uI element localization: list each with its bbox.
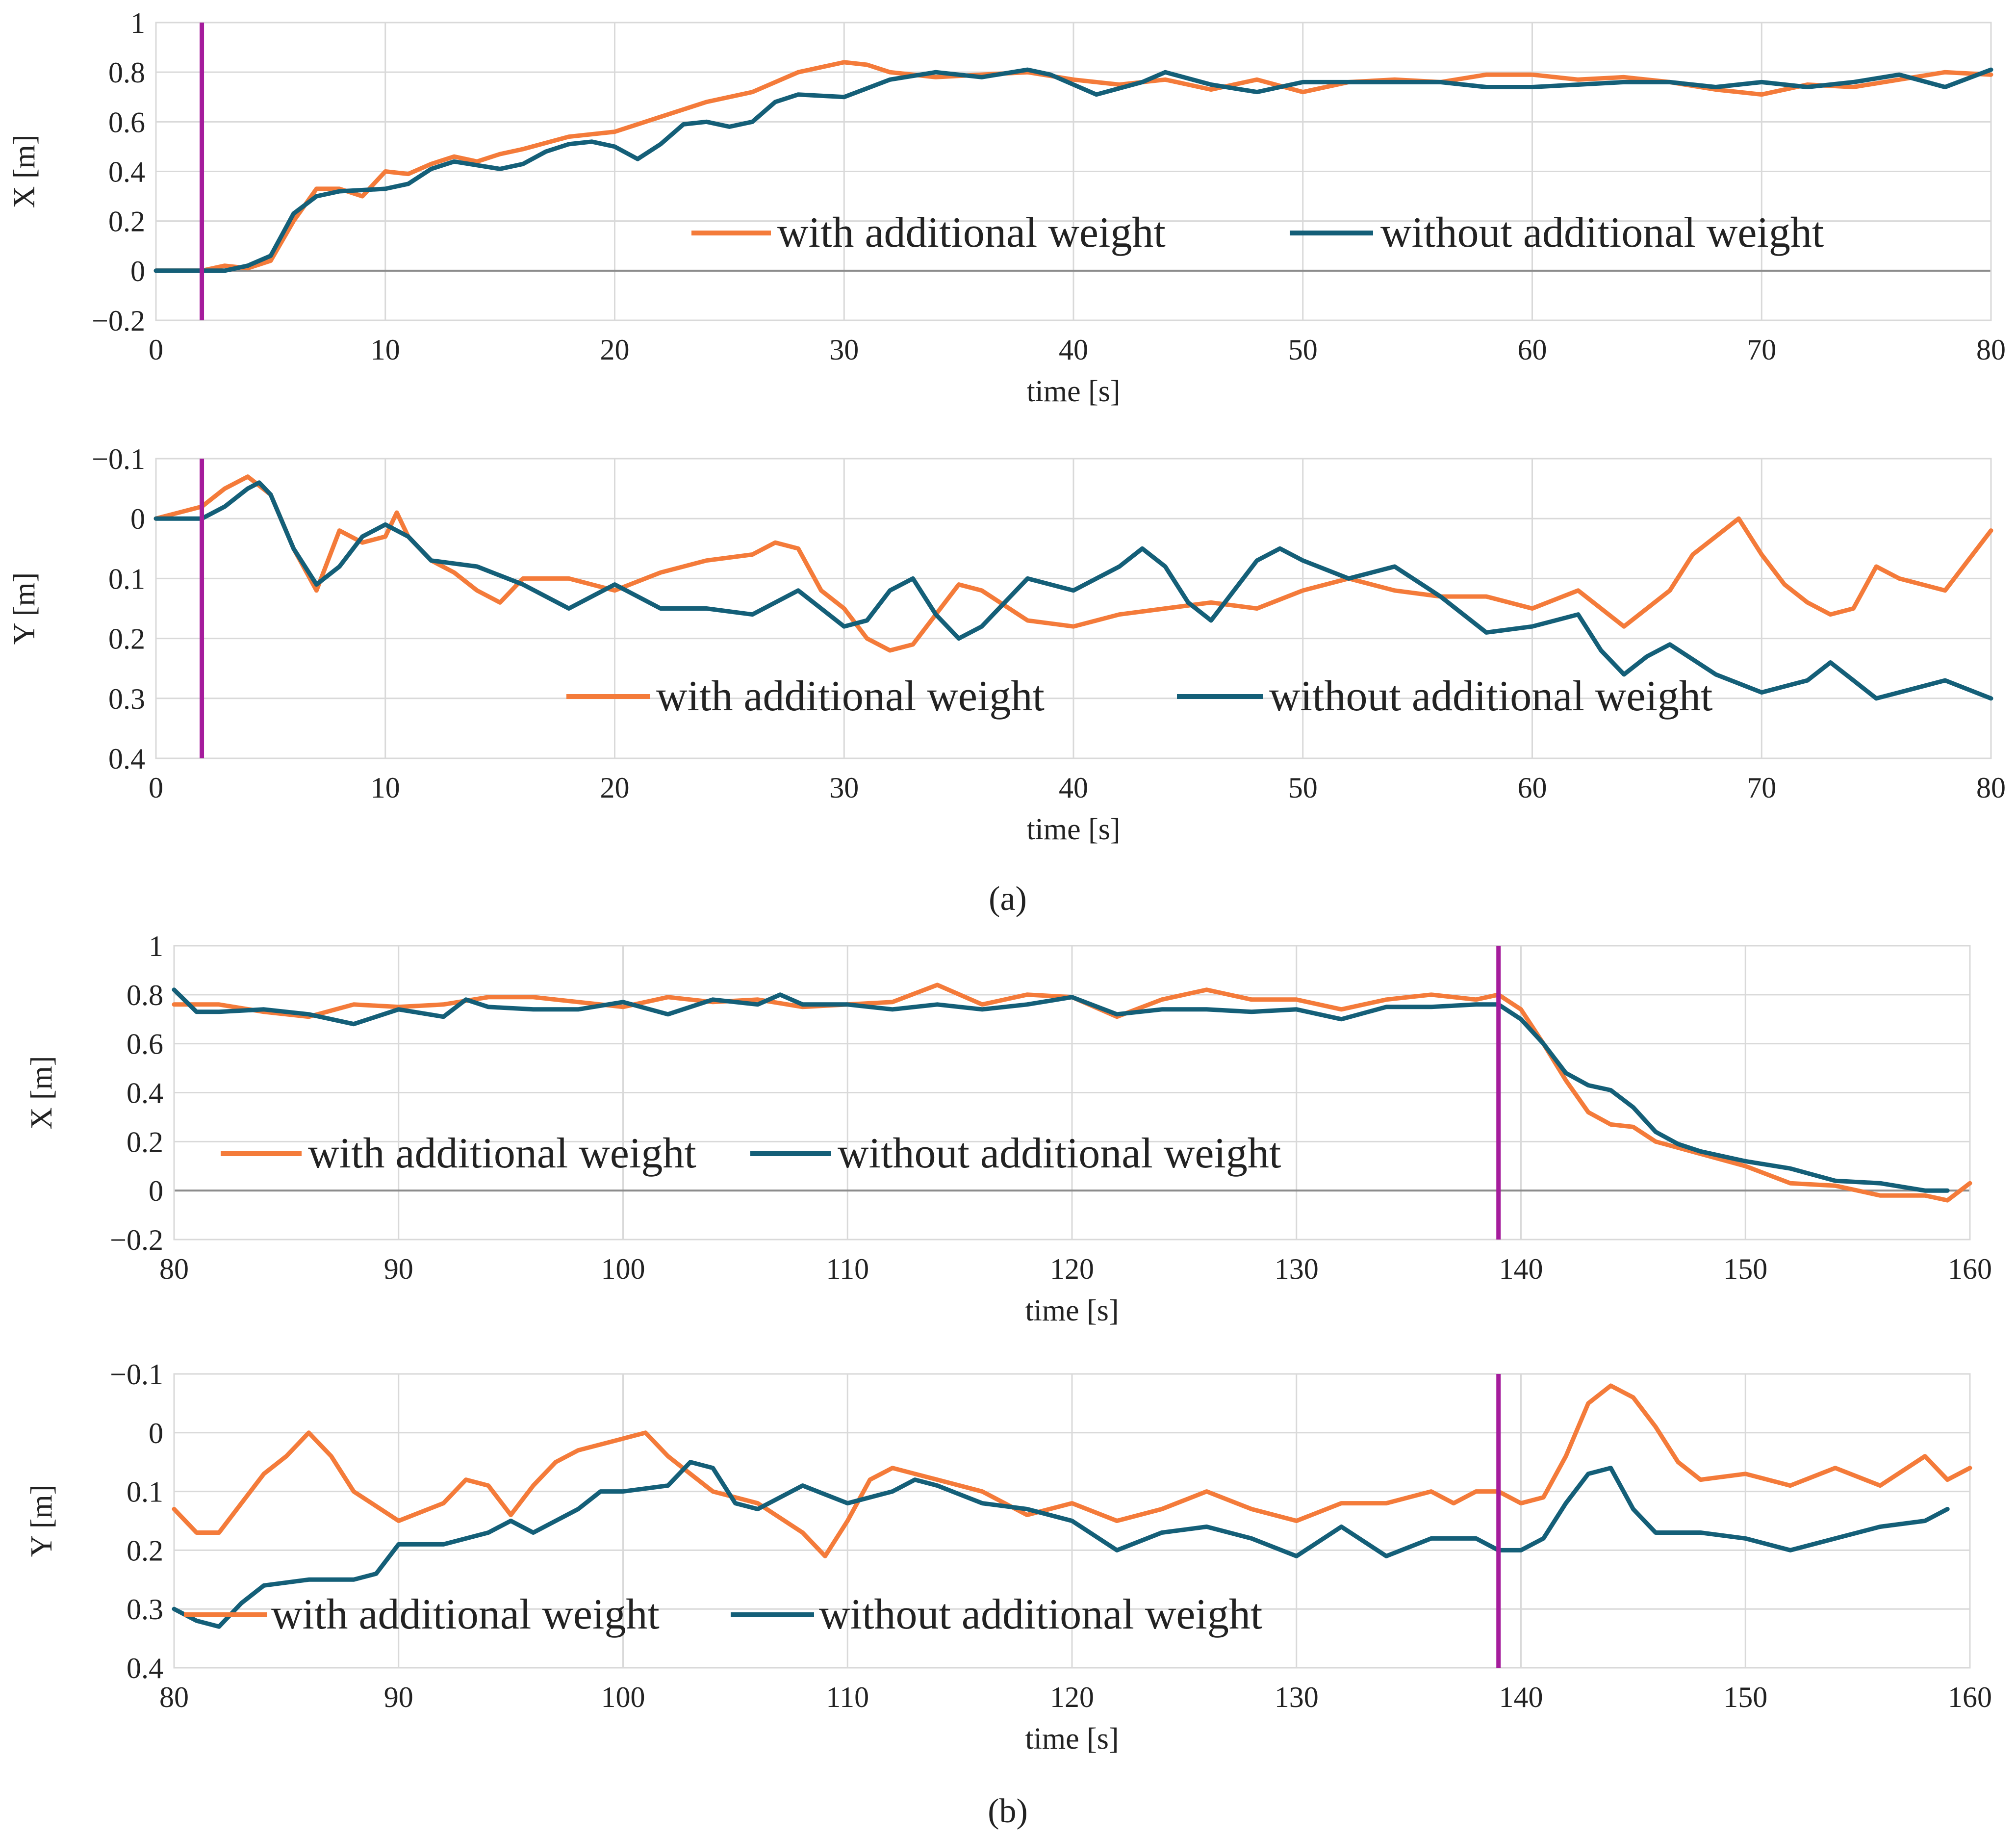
x-tick-label: 70 xyxy=(1747,772,1776,804)
y-axis-label: Y [m] xyxy=(8,572,41,645)
x-tick-label: 80 xyxy=(1976,772,2006,804)
x-tick-label: 120 xyxy=(1050,1253,1094,1285)
chart-a-x: −0.200.20.40.60.810 10 20 30 40 50 60 70 80time … xyxy=(8,7,2006,408)
y-tick-label: −0.2 xyxy=(110,1224,163,1256)
plot-frame xyxy=(173,1373,1971,1669)
legend-label-with: with additional weight xyxy=(777,209,1166,257)
x-tick-label: 40 xyxy=(1059,772,1088,804)
y-tick-label: 0.2 xyxy=(108,623,145,655)
x-tick-label: 60 xyxy=(1518,334,1547,366)
x-tick-label: 30 xyxy=(829,772,859,804)
y-tick-label: 0.2 xyxy=(108,206,145,238)
plot-frame xyxy=(155,458,1992,759)
series-with-weight-line xyxy=(172,983,1972,1203)
x-tick-label: 10 xyxy=(371,334,400,366)
x-tick-label: 90 xyxy=(384,1681,413,1713)
x-axis-label: time [s] xyxy=(1026,813,1120,846)
x-tick-label: 80 xyxy=(159,1681,189,1713)
legend-label-without: without additional weight xyxy=(1380,209,1824,257)
y-tick-label: 0.3 xyxy=(108,683,145,715)
y-tick-label: 0.4 xyxy=(108,743,145,775)
y-tick-label: 0 xyxy=(149,1175,163,1207)
legend-label-without: without additional weight xyxy=(819,1591,1262,1638)
y-tick-label: −0.1 xyxy=(110,1358,163,1391)
y-tick-label: 0.3 xyxy=(127,1593,163,1626)
series-with-weight-line xyxy=(172,1383,1972,1558)
x-tick-label: 30 xyxy=(829,334,859,366)
y-tick-label: −0.1 xyxy=(92,443,145,475)
y-tick-label: 0.4 xyxy=(127,1652,163,1684)
legend-label-without: without additional weight xyxy=(838,1130,1281,1177)
y-tick-label: 0.1 xyxy=(108,563,145,595)
x-tick-label: 50 xyxy=(1288,772,1318,804)
x-tick-label: 140 xyxy=(1499,1681,1543,1713)
x-tick-label: 0 xyxy=(149,334,163,366)
y-tick-label: −0.2 xyxy=(92,305,145,337)
y-tick-label: 0.8 xyxy=(127,979,163,1011)
series-with-weight-line xyxy=(153,60,1993,273)
legend-label-with: with additional weight xyxy=(308,1130,696,1177)
y-tick-label: 0.2 xyxy=(127,1534,163,1567)
y-tick-label: 0 xyxy=(130,503,145,535)
series-without-weight-line xyxy=(153,480,1993,701)
x-tick-label: 70 xyxy=(1747,334,1776,366)
x-tick-label: 90 xyxy=(384,1253,413,1285)
x-tick-label: 160 xyxy=(1948,1681,1992,1713)
x-tick-label: 140 xyxy=(1499,1253,1543,1285)
y-tick-label: 1 xyxy=(149,930,163,962)
y-axis-label: Y [m] xyxy=(25,1485,58,1557)
y-tick-label: 0 xyxy=(149,1417,163,1449)
y-tick-label: 1 xyxy=(130,7,145,39)
y-tick-label: 0.8 xyxy=(108,56,145,89)
x-tick-label: 110 xyxy=(826,1681,869,1713)
chart-b-y: −0.1 0 0.1 0.2 0.3 0.480 90 100 110 120 130 140 150 1… xyxy=(25,1358,1992,1756)
caption-b: (b) xyxy=(988,1792,1028,1830)
x-axis-label: time [s] xyxy=(1025,1294,1119,1327)
y-tick-label: 0.6 xyxy=(127,1028,163,1060)
x-tick-label: 80 xyxy=(1976,334,2006,366)
y-tick-label: 0.4 xyxy=(108,156,145,188)
x-tick-label: 60 xyxy=(1518,772,1547,804)
y-tick-label: 0.2 xyxy=(127,1126,163,1158)
caption-a: (a) xyxy=(989,880,1027,918)
x-tick-label: 120 xyxy=(1050,1681,1094,1713)
plot-frame xyxy=(155,22,1992,321)
x-tick-label: 10 xyxy=(371,772,400,804)
x-tick-label: 130 xyxy=(1275,1253,1319,1285)
series-without-weight-line xyxy=(153,67,1993,273)
legend-label-with: with additional weight xyxy=(271,1591,660,1638)
x-tick-label: 20 xyxy=(600,334,630,366)
chart-b-x: −0.2 0 0.2 0.4 0.6 0.8 1 80 90 100 110 120 130 140 150… xyxy=(25,930,1992,1327)
y-tick-label: 0 xyxy=(130,255,145,287)
x-tick-label: 40 xyxy=(1059,334,1088,366)
legend-label-with: with additional weight xyxy=(656,672,1045,720)
y-tick-label: 0.6 xyxy=(108,106,145,138)
x-tick-label: 150 xyxy=(1723,1681,1767,1713)
x-tick-label: 50 xyxy=(1288,334,1318,366)
x-tick-label: 0 xyxy=(149,772,163,804)
x-axis-label: time [s] xyxy=(1026,375,1120,408)
x-tick-label: 80 xyxy=(159,1253,189,1285)
plot-frame xyxy=(173,945,1971,1241)
y-tick-label: 0.4 xyxy=(127,1077,163,1110)
x-tick-label: 20 xyxy=(600,772,630,804)
series-without-weight-line xyxy=(172,987,1950,1193)
series-without-weight-line xyxy=(172,1460,1950,1629)
x-tick-label: 110 xyxy=(826,1253,869,1285)
y-axis-label: X [m] xyxy=(8,135,41,208)
x-tick-label: 130 xyxy=(1275,1681,1319,1713)
y-tick-label: 0.1 xyxy=(127,1476,163,1508)
x-axis-label: time [s] xyxy=(1025,1722,1119,1756)
x-tick-label: 100 xyxy=(601,1681,645,1713)
x-tick-label: 160 xyxy=(1948,1253,1992,1285)
y-axis-label: X [m] xyxy=(25,1056,58,1130)
x-tick-label: 100 xyxy=(601,1253,645,1285)
legend-label-without: without additional weight xyxy=(1269,672,1712,720)
x-tick-label: 150 xyxy=(1723,1253,1767,1285)
